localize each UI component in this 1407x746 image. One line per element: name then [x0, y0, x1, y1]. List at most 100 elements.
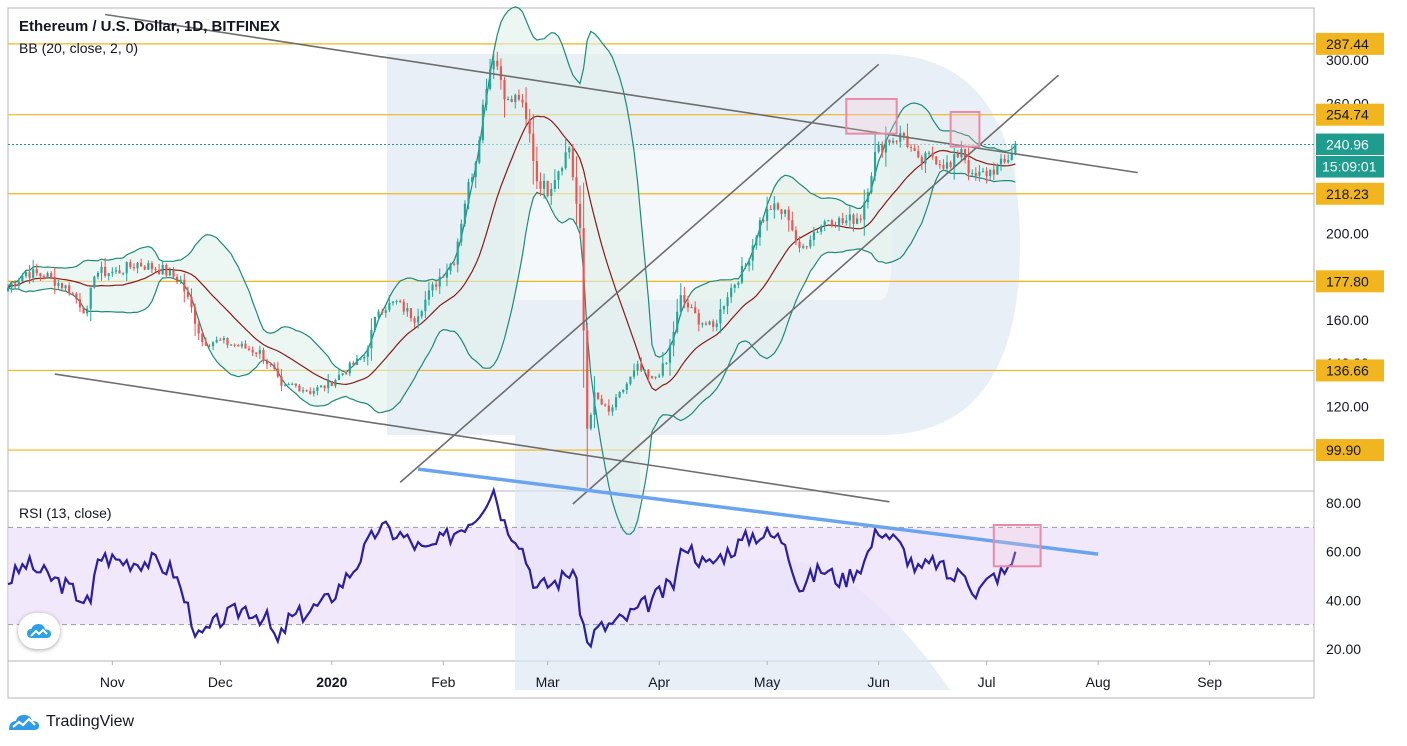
candle-body	[614, 397, 618, 408]
chart-title: Ethereum / U.S. Dollar, 1D, BITFINEX	[19, 18, 280, 35]
candle	[931, 146, 934, 160]
candle-body	[492, 60, 495, 70]
candle-body	[701, 323, 704, 325]
candle-body	[359, 358, 362, 360]
candle-body	[532, 133, 535, 161]
candle	[647, 369, 650, 383]
candle	[406, 303, 409, 317]
candle-body	[996, 164, 999, 175]
candle-body	[229, 344, 233, 346]
candle-body	[553, 180, 556, 189]
candle	[341, 373, 344, 376]
candle	[125, 261, 128, 281]
candle-body	[50, 273, 53, 277]
time-tick-label: Apr	[648, 674, 670, 690]
candle-body	[668, 345, 672, 363]
candle	[607, 399, 610, 416]
candle-body	[345, 373, 348, 375]
candle-body	[467, 182, 470, 204]
candle-body	[629, 376, 632, 384]
candle	[143, 265, 146, 271]
candle-body	[992, 169, 995, 175]
level-flag-5: 99.90	[1316, 439, 1384, 462]
candle-body	[963, 148, 967, 161]
candle-body	[891, 140, 895, 143]
level-flag-3: 177.80	[1316, 270, 1384, 293]
candle	[542, 173, 546, 199]
candle	[334, 378, 337, 389]
candle	[104, 257, 107, 278]
tradingview-footer[interactable]: TradingView	[8, 710, 134, 734]
candle-body	[445, 270, 449, 278]
level-flag-1: 254.74	[1316, 103, 1384, 126]
candle	[10, 281, 13, 293]
candle	[945, 155, 949, 173]
candle-body	[971, 172, 974, 174]
candle-body	[953, 154, 956, 167]
candle	[578, 185, 582, 239]
candle-body	[661, 363, 664, 376]
candle	[471, 173, 474, 185]
candle-body	[791, 220, 794, 231]
candle	[809, 235, 812, 249]
candle-body	[758, 220, 762, 238]
candle	[154, 266, 157, 273]
candle-body	[841, 218, 844, 224]
candle-body	[820, 226, 823, 232]
candle-body	[578, 203, 582, 228]
candle	[197, 320, 200, 340]
candle-body	[672, 331, 675, 346]
candle	[593, 376, 596, 429]
candle	[161, 261, 164, 276]
candle-body	[348, 362, 351, 374]
candle-body	[222, 337, 225, 341]
candle	[722, 305, 726, 314]
candle	[86, 305, 89, 317]
cloud-icon[interactable]	[18, 613, 60, 649]
candle-body	[107, 273, 110, 276]
candle	[330, 380, 333, 387]
candle-body	[568, 147, 571, 153]
bollinger-bands	[7, 6, 1016, 535]
candle-body	[244, 343, 247, 349]
candle	[381, 308, 384, 316]
candle-body	[827, 220, 830, 222]
candle	[949, 160, 952, 169]
candle-body	[798, 241, 801, 248]
candle	[507, 96, 510, 101]
candle	[841, 212, 844, 226]
candle-body	[89, 287, 92, 309]
highlight-box-0	[845, 97, 898, 135]
candle-body	[845, 220, 848, 224]
candle-body	[316, 387, 319, 391]
candle-body	[258, 350, 261, 354]
candle	[172, 267, 175, 278]
candle-body	[535, 160, 538, 182]
candle-body	[111, 271, 114, 274]
candle	[301, 387, 305, 394]
rsi-tick-label: 20.00	[1326, 641, 1361, 657]
candle-body	[427, 290, 431, 300]
candle	[478, 136, 481, 165]
candle-body	[10, 283, 13, 288]
candle	[208, 344, 211, 348]
candle	[938, 159, 941, 169]
candle-body	[269, 364, 272, 366]
candle	[909, 144, 913, 152]
candle-body	[287, 384, 290, 386]
candle	[564, 136, 567, 170]
candle-body	[802, 246, 805, 248]
candle	[485, 78, 488, 111]
candle-body	[183, 279, 186, 292]
candle-body	[899, 132, 902, 142]
time-tick-label: Sep	[1197, 674, 1222, 690]
candle	[701, 322, 704, 328]
candle	[891, 137, 895, 145]
candle-body	[406, 308, 409, 312]
candle-body	[114, 270, 118, 272]
candle	[596, 392, 600, 401]
candle-body	[14, 283, 17, 286]
candle	[974, 167, 977, 181]
candle	[985, 167, 988, 184]
